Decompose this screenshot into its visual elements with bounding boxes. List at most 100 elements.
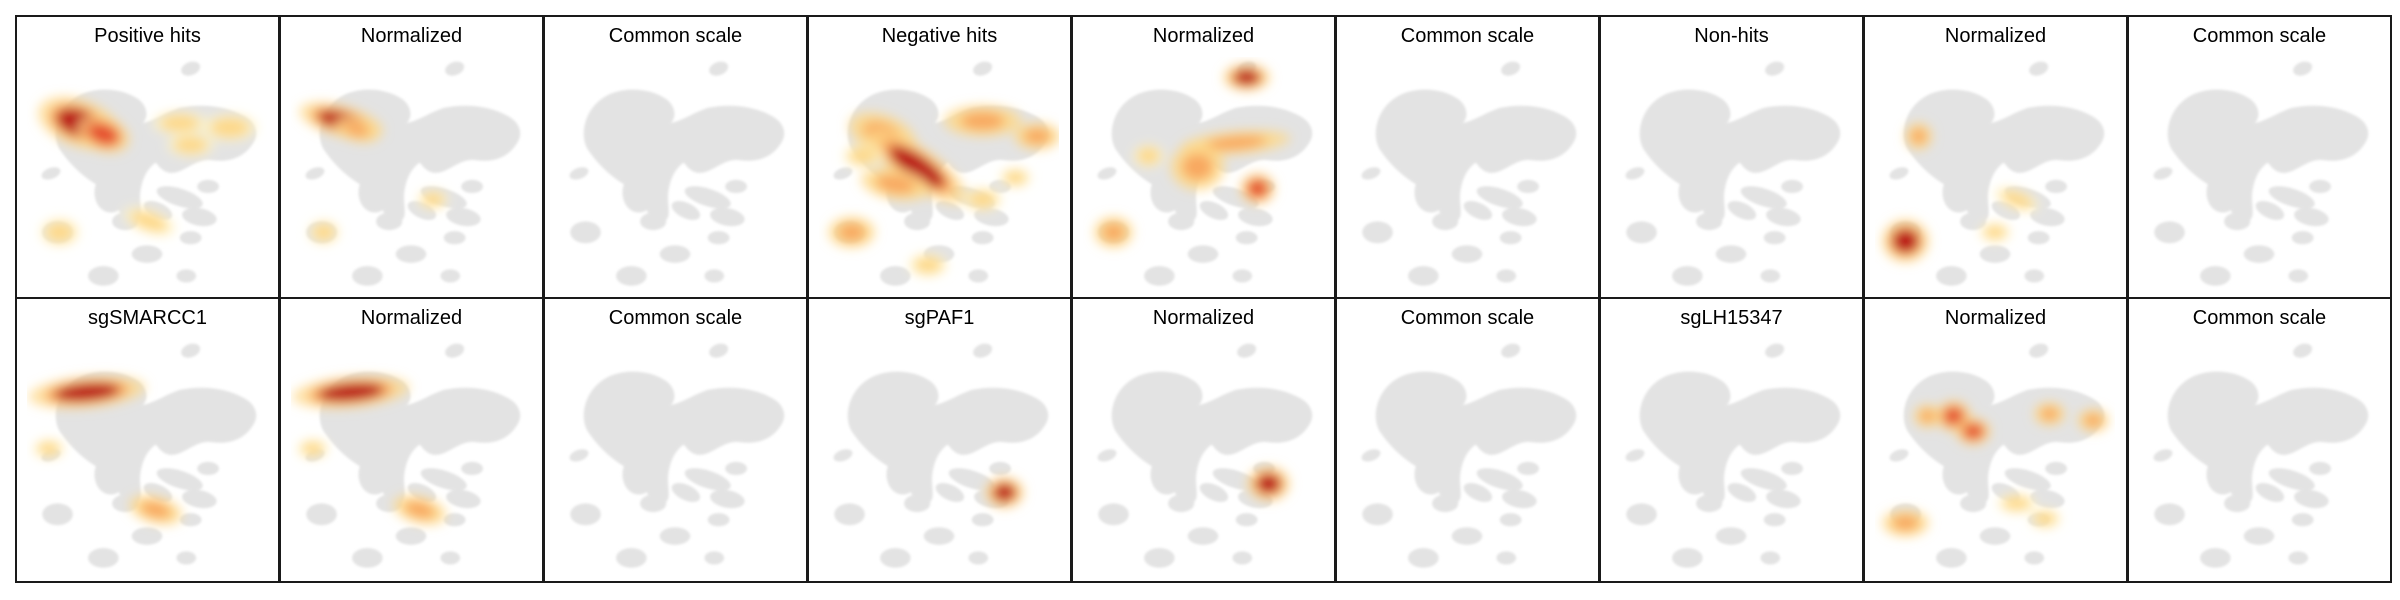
cell-cluster-8 xyxy=(41,167,61,180)
cell-cluster-14 xyxy=(616,266,647,286)
density-hotspot-6 xyxy=(851,149,874,163)
cell-cluster-6 xyxy=(671,200,701,220)
panel-title: Common scale xyxy=(608,307,743,329)
cell-cloud xyxy=(1097,343,1313,568)
cell-cluster-8 xyxy=(1889,167,1909,180)
cell-cluster-5 xyxy=(948,468,995,491)
cell-cluster-13 xyxy=(1451,245,1483,263)
density-hotspot-8 xyxy=(2036,513,2054,525)
density-hotspot-2 xyxy=(1205,135,1267,150)
cell-cluster-9 xyxy=(640,494,667,513)
cell-cluster-15 xyxy=(176,551,197,565)
density-overlay xyxy=(28,375,183,525)
cell-cluster-15 xyxy=(1760,551,1781,565)
cell-cluster-8 xyxy=(1361,449,1381,462)
density-hotspot-3 xyxy=(404,501,435,519)
density-hotspot-1 xyxy=(1919,409,1935,423)
cell-cluster-14 xyxy=(352,548,383,568)
density-hotspot-6 xyxy=(1892,515,1919,531)
cell-cluster-3 xyxy=(622,451,658,495)
cell-cluster-1 xyxy=(1501,343,1521,358)
cell-cloud xyxy=(1361,343,1577,568)
cell-cluster-13 xyxy=(1187,527,1219,545)
cell-cluster-7 xyxy=(725,461,747,475)
cell-cluster-1 xyxy=(709,61,729,76)
panel-title: sgSMARCC1 xyxy=(88,307,207,329)
cell-cluster-14 xyxy=(1408,266,1439,286)
cell-cluster-9 xyxy=(1432,494,1459,513)
cell-cluster-6 xyxy=(1463,482,1493,502)
panel-r1-c5: Normalized xyxy=(1071,15,1336,301)
cell-cluster-11 xyxy=(707,513,730,527)
cell-cluster-1 xyxy=(2029,343,2049,358)
density-plot xyxy=(569,343,785,568)
cell-cluster-6 xyxy=(1199,482,1229,502)
cell-cluster-10 xyxy=(1766,207,1801,227)
cell-cluster-7 xyxy=(197,179,219,193)
cell-cluster-4 xyxy=(1739,410,1819,440)
cell-cluster-15 xyxy=(704,551,725,565)
density-plot xyxy=(1625,343,1841,568)
density-overlay xyxy=(1881,400,2109,537)
panel-title: Normalized xyxy=(360,25,463,47)
cell-cluster-12 xyxy=(1362,221,1393,244)
cell-cluster-14 xyxy=(1144,548,1175,568)
cell-cluster-10 xyxy=(2030,207,2065,227)
cell-cluster-15 xyxy=(704,269,725,283)
cell-cluster-8 xyxy=(833,449,853,462)
panel-r2-c3: Common scale xyxy=(543,297,808,583)
cell-cluster-15 xyxy=(968,269,989,283)
density-overlay xyxy=(37,96,258,247)
cell-cluster-3 xyxy=(94,169,130,213)
cell-cluster-4 xyxy=(683,128,763,158)
cell-cluster-12 xyxy=(2154,503,2185,526)
cell-cluster-13 xyxy=(1715,245,1747,263)
density-hotspot-4 xyxy=(1247,179,1268,198)
cell-cluster-11 xyxy=(443,231,466,245)
panel-r2-c1: sgSMARCC1 xyxy=(15,297,280,583)
cell-cluster-11 xyxy=(707,231,730,245)
cell-cluster-11 xyxy=(179,513,202,527)
cell-cloud xyxy=(1361,61,1577,286)
cell-cluster-1 xyxy=(709,343,729,358)
cell-cluster-7 xyxy=(2309,179,2331,193)
cell-cluster-5 xyxy=(684,186,731,209)
cell-cluster-6 xyxy=(1727,482,1757,502)
density-plot xyxy=(828,61,1059,286)
cell-cluster-1 xyxy=(973,343,993,358)
density-plot xyxy=(2153,343,2369,568)
density-hotspot-5 xyxy=(48,224,71,240)
density-hotspot-1 xyxy=(1911,128,1927,144)
cell-cluster-9 xyxy=(2224,212,2251,231)
cell-cluster-15 xyxy=(2288,269,2309,283)
density-plot xyxy=(1361,61,1577,286)
density-hotspot-6 xyxy=(1139,149,1158,163)
cell-cluster-14 xyxy=(2200,266,2231,286)
density-hotspot-4 xyxy=(960,112,1005,130)
cell-cluster-1 xyxy=(2029,61,2049,76)
cell-cluster-13 xyxy=(1715,527,1747,545)
cell-cluster-10 xyxy=(2294,489,2329,509)
cell-cluster-10 xyxy=(182,207,217,227)
panel-r1-c1: Positive hits xyxy=(15,15,280,301)
cell-cluster-6 xyxy=(935,482,965,502)
cell-cluster-7 xyxy=(2045,179,2067,193)
cell-cluster-15 xyxy=(1496,269,1517,283)
cell-cluster-13 xyxy=(2243,527,2275,545)
cell-cluster-6 xyxy=(2255,200,2285,220)
cell-cluster-13 xyxy=(1979,245,2011,263)
cell-cloud xyxy=(1889,343,2105,568)
cell-cloud xyxy=(2153,343,2369,568)
cell-cluster-10 xyxy=(1502,489,1537,509)
density-overlay xyxy=(828,105,1059,277)
cell-cluster-15 xyxy=(1496,551,1517,565)
cell-cluster-9 xyxy=(904,494,931,513)
cell-cluster-8 xyxy=(833,167,853,180)
cell-cluster-12 xyxy=(834,503,865,526)
cell-cluster-11 xyxy=(1235,513,1258,527)
cell-cluster-7 xyxy=(461,179,483,193)
density-overlay xyxy=(1093,63,1291,248)
cell-cluster-6 xyxy=(1199,200,1229,220)
panel-title: Normalized xyxy=(1152,307,1255,329)
panel-r1-c8: Normalized xyxy=(1863,15,2128,301)
